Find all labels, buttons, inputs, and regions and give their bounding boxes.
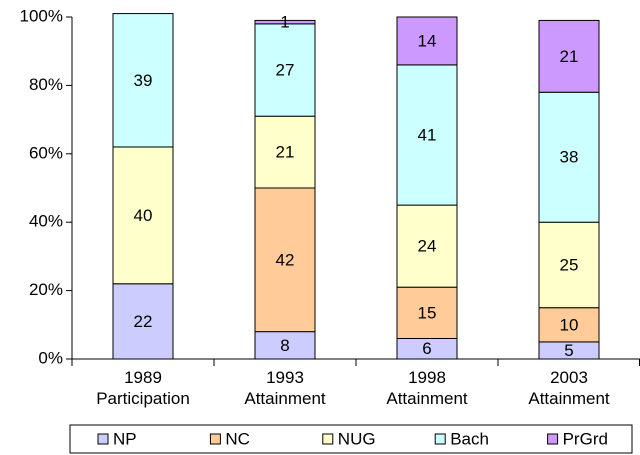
data-label: 21	[560, 47, 579, 66]
bar-segment	[396, 204, 458, 288]
data-label: 39	[134, 71, 153, 90]
data-label: 41	[418, 125, 437, 144]
x-tick-label: 1998 Attainment	[386, 368, 468, 408]
x-tick-label: 1993 Attainment	[244, 368, 326, 408]
data-label: 27	[276, 60, 295, 79]
bar-segment	[538, 19, 600, 93]
bar-segment	[112, 13, 174, 148]
y-tick-label: 40%	[29, 212, 63, 231]
data-label: 24	[418, 237, 437, 256]
data-label: 21	[276, 143, 295, 162]
bar-segment	[254, 19, 316, 25]
legend-label: NC	[225, 429, 250, 448]
y-tick-label: 0%	[38, 348, 63, 367]
data-label: 25	[560, 255, 579, 274]
bar-segment	[538, 91, 600, 223]
bar-segment	[254, 331, 316, 360]
bar-segment	[112, 283, 174, 360]
legend-swatch	[209, 433, 221, 445]
bar-segment	[112, 146, 174, 285]
y-tick-label: 100%	[20, 6, 63, 25]
data-label: 42	[276, 250, 295, 269]
data-label: 6	[422, 339, 431, 358]
data-label: 15	[418, 303, 437, 322]
legend-label: NUG	[338, 429, 376, 448]
bar-segment	[254, 23, 316, 117]
bar-segment	[396, 16, 458, 66]
y-tick-label: 60%	[29, 143, 63, 162]
y-tick-label: 80%	[29, 75, 63, 94]
data-label: 14	[418, 31, 437, 50]
data-label: 1	[280, 13, 289, 32]
data-label: 8	[280, 336, 289, 355]
legend-label: PrGrd	[563, 429, 608, 448]
data-label: 40	[134, 206, 153, 225]
bar-segment	[254, 115, 316, 189]
bar-segment	[538, 221, 600, 309]
data-label: 38	[560, 148, 579, 167]
legend-swatch	[97, 433, 109, 445]
y-tick-label: 20%	[29, 280, 63, 299]
bar-segment	[396, 64, 458, 206]
legend-swatch	[547, 433, 559, 445]
x-tick-label: 1989 Participation	[96, 368, 190, 408]
legend-box	[69, 424, 633, 454]
legend-label: NP	[113, 429, 137, 448]
bar-segment	[538, 307, 600, 343]
legend-swatch	[322, 433, 334, 445]
x-tick-label: 2003 Attainment	[528, 368, 610, 408]
data-label: 22	[134, 312, 153, 331]
data-label: 5	[564, 341, 573, 360]
bar-segment	[254, 187, 316, 333]
legend-label: Bach	[450, 429, 489, 448]
legend-swatch	[434, 433, 446, 445]
data-label: 10	[560, 315, 579, 334]
